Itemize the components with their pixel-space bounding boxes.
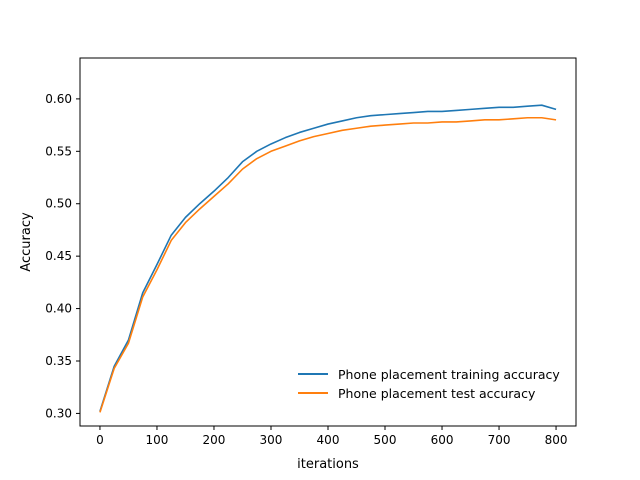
legend: Phone placement training accuracy Phone … <box>298 367 560 401</box>
y-tick-label: 0.45 <box>45 249 72 263</box>
x-tick-label: 0 <box>96 433 104 447</box>
x-tick-label: 300 <box>260 433 283 447</box>
x-tick-label: 200 <box>203 433 226 447</box>
y-tick-label: 0.30 <box>45 406 72 420</box>
x-tick-label: 100 <box>146 433 169 447</box>
test-accuracy-line <box>99 116 557 413</box>
x-tick-label: 400 <box>317 433 340 447</box>
y-tick-label: 0.60 <box>45 92 72 106</box>
x-axis-ticks: 0 100 200 300 400 500 600 700 800 <box>96 426 567 447</box>
y-tick-label: 0.40 <box>45 302 72 316</box>
x-tick-label: 600 <box>431 433 454 447</box>
y-tick-label: 0.35 <box>45 354 72 368</box>
plot-lines <box>99 104 557 413</box>
legend-label-test: Phone placement test accuracy <box>338 386 536 401</box>
x-tick-label: 500 <box>374 433 397 447</box>
y-axis-ticks: 0.30 0.35 0.40 0.45 0.50 0.55 0.60 <box>45 92 80 420</box>
y-tick-label: 0.55 <box>45 144 72 158</box>
training-accuracy-line <box>99 104 557 412</box>
x-tick-label: 800 <box>545 433 568 447</box>
y-tick-label: 0.50 <box>45 197 72 211</box>
legend-label-training: Phone placement training accuracy <box>338 367 560 382</box>
y-axis-label: Accuracy <box>19 212 34 272</box>
x-axis-label: iterations <box>297 457 359 472</box>
x-tick-label: 700 <box>488 433 511 447</box>
